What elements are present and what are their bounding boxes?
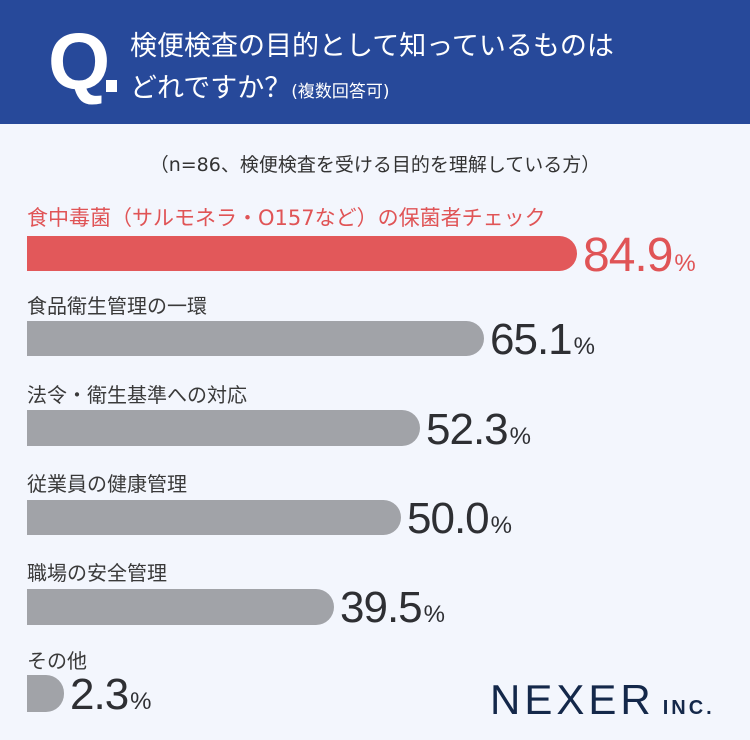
bar-value: 65.1% bbox=[490, 315, 595, 364]
bar-value: 84.9% bbox=[583, 229, 696, 282]
bar bbox=[27, 589, 334, 625]
bar bbox=[27, 500, 401, 535]
bar bbox=[27, 675, 64, 712]
bar bbox=[27, 410, 420, 446]
sample-note: （n=86、検便検査を受ける目的を理解している方） bbox=[149, 154, 601, 176]
question-title-line1: 検便検査の目的として知っているものは bbox=[130, 31, 614, 62]
bar-label: 食品衛生管理の一環 bbox=[27, 294, 207, 318]
question-title-text: どれですか？ bbox=[130, 73, 292, 104]
q-dot bbox=[106, 80, 117, 92]
question-title-line2: どれですか？(複数回答可) bbox=[130, 72, 389, 109]
question-title-note: (複数回答可) bbox=[291, 82, 390, 102]
bar-value: 50.0% bbox=[407, 494, 512, 543]
bar bbox=[27, 321, 484, 356]
question-header: Q 検便検査の目的として知っているものは どれですか？(複数回答可) bbox=[0, 0, 750, 124]
bar-label: 法令・衛生基準への対応 bbox=[27, 383, 247, 407]
bar-value: 52.3% bbox=[426, 405, 531, 454]
bar-label: 職場の安全管理 bbox=[27, 561, 167, 585]
bar-value: 39.5% bbox=[340, 583, 445, 632]
bar-value: 2.3% bbox=[70, 670, 152, 719]
bar-label: その他 bbox=[27, 649, 87, 673]
nexer-logo: NEXER INC. bbox=[490, 676, 715, 723]
q-mark: Q bbox=[48, 17, 110, 106]
bar-label: 食中毒菌（サルモネラ・O157など）の保菌者チェック bbox=[27, 206, 546, 230]
bar-label: 従業員の健康管理 bbox=[27, 472, 187, 496]
bar-highlight bbox=[27, 236, 577, 271]
